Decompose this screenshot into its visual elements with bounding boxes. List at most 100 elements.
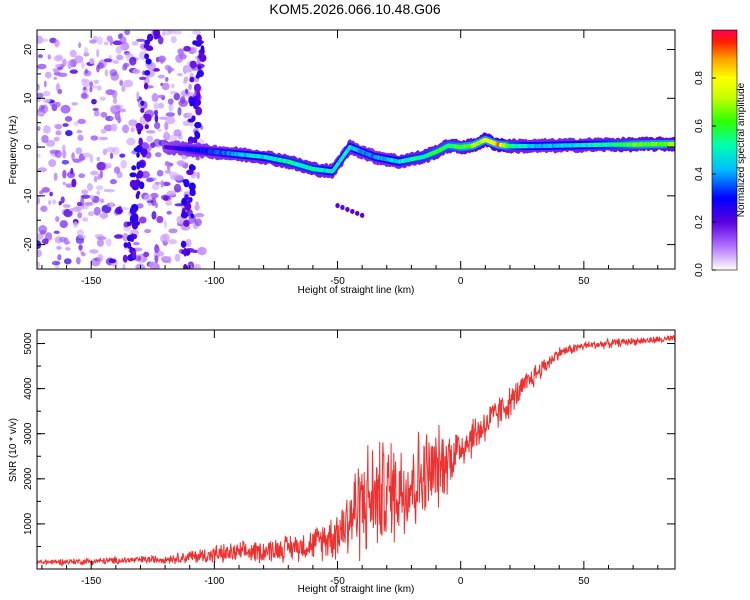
- noise-blob: [59, 220, 68, 229]
- noise-blob: [174, 253, 181, 262]
- noise-blob: [123, 79, 134, 88]
- noise-blob: [151, 210, 157, 220]
- y-tick-label: 5000: [23, 332, 34, 355]
- noise-streak-blob: [131, 250, 137, 259]
- noise-blob: [156, 215, 164, 224]
- noise-blob: [143, 194, 153, 202]
- noise-blob: [103, 188, 110, 193]
- noise-blob: [110, 123, 118, 132]
- noise-blob: [76, 201, 83, 207]
- noise-blob: [76, 229, 84, 237]
- noise-blob: [56, 245, 62, 251]
- noise-streak-blob: [187, 118, 195, 123]
- noise-blob: [136, 38, 146, 42]
- noise-blob: [171, 83, 175, 89]
- noise-blob: [41, 186, 51, 193]
- noise-blob: [131, 41, 139, 46]
- noise-blob: [126, 137, 136, 146]
- noise-blob: [65, 129, 73, 137]
- noise-blob: [151, 182, 160, 191]
- noise-blob: [55, 101, 61, 108]
- noise-blob: [134, 255, 142, 262]
- noise-blob: [110, 116, 114, 121]
- noise-blob: [188, 83, 192, 91]
- noise-blob: [76, 129, 83, 134]
- secondary-blob-dot: [355, 210, 360, 216]
- noise-streak-blob: [126, 221, 132, 226]
- noise-streak-blob: [143, 82, 149, 90]
- noise-blob: [51, 260, 61, 266]
- noise-blob: [140, 142, 150, 151]
- y-tick-label: 20: [23, 44, 34, 56]
- noise-blob: [120, 41, 130, 51]
- y-tick-label: 4000: [23, 377, 34, 400]
- noise-streak-blob: [129, 172, 137, 178]
- noise-blob: [65, 247, 71, 251]
- noise-blob: [166, 162, 171, 171]
- noise-streak-blob: [200, 45, 205, 54]
- noise-blob: [96, 156, 100, 162]
- noise-streak-blob: [129, 214, 136, 224]
- noise-streak-blob: [144, 124, 149, 130]
- noise-blob: [72, 158, 82, 163]
- noise-blob: [37, 92, 44, 98]
- noise-blob: [189, 121, 194, 127]
- noise-blob: [120, 159, 127, 169]
- noise-blob: [156, 169, 164, 177]
- noise-blob: [37, 261, 41, 269]
- noise-blob: [57, 254, 62, 261]
- x-tick-label: -100: [204, 576, 224, 587]
- noise-streak-blob: [183, 263, 188, 269]
- noise-blob: [178, 99, 189, 107]
- y-tick-label: 10: [23, 92, 34, 104]
- noise-blob: [150, 192, 159, 199]
- noise-streak-blob: [137, 128, 142, 135]
- noise-blob: [168, 239, 178, 245]
- noise-streak-blob: [123, 242, 128, 248]
- noise-blob: [197, 246, 207, 256]
- noise-blob: [42, 90, 51, 97]
- noise-blob: [163, 220, 168, 229]
- noise-blob: [119, 33, 124, 38]
- y-tick-label: 2000: [23, 467, 34, 490]
- noise-blob: [81, 189, 89, 195]
- noise-blob: [155, 247, 161, 252]
- noise-blob: [129, 56, 137, 66]
- noise-blob: [122, 64, 127, 71]
- noise-blob: [55, 216, 60, 223]
- noise-blob: [65, 183, 74, 188]
- noise-blob: [61, 159, 70, 165]
- noise-streak-blob: [138, 181, 145, 190]
- noise-blob: [69, 49, 77, 58]
- noise-blob: [165, 76, 169, 82]
- noise-blob: [193, 263, 201, 269]
- noise-blob: [69, 207, 78, 212]
- noise-blob: [100, 111, 108, 118]
- noise-blob: [51, 104, 58, 112]
- noise-blob: [144, 229, 152, 234]
- y-tick-label: -20: [23, 237, 34, 252]
- noise-streak-blob: [186, 169, 194, 176]
- colorbar-label: Normalized spectral amplitude: [736, 82, 747, 217]
- noise-blob: [182, 92, 186, 96]
- noise-blob: [62, 204, 71, 208]
- noise-blob: [53, 172, 58, 182]
- noise-blob: [37, 112, 45, 116]
- noise-blob: [78, 42, 82, 49]
- noise-streak-blob: [195, 42, 202, 47]
- noise-blob: [71, 152, 75, 161]
- noise-blob: [58, 201, 62, 206]
- noise-blob: [96, 161, 106, 171]
- snr-series-line: [37, 334, 675, 567]
- noise-blob: [59, 64, 64, 69]
- noise-streak-blob: [129, 206, 136, 215]
- noise-streak-blob: [130, 235, 135, 240]
- noise-blob: [43, 80, 47, 88]
- noise-blob: [196, 171, 200, 180]
- noise-blob: [194, 204, 200, 211]
- noise-blob: [168, 228, 178, 234]
- noise-streak-blob: [196, 34, 202, 43]
- noise-blob: [82, 217, 89, 222]
- noise-blob: [164, 169, 171, 174]
